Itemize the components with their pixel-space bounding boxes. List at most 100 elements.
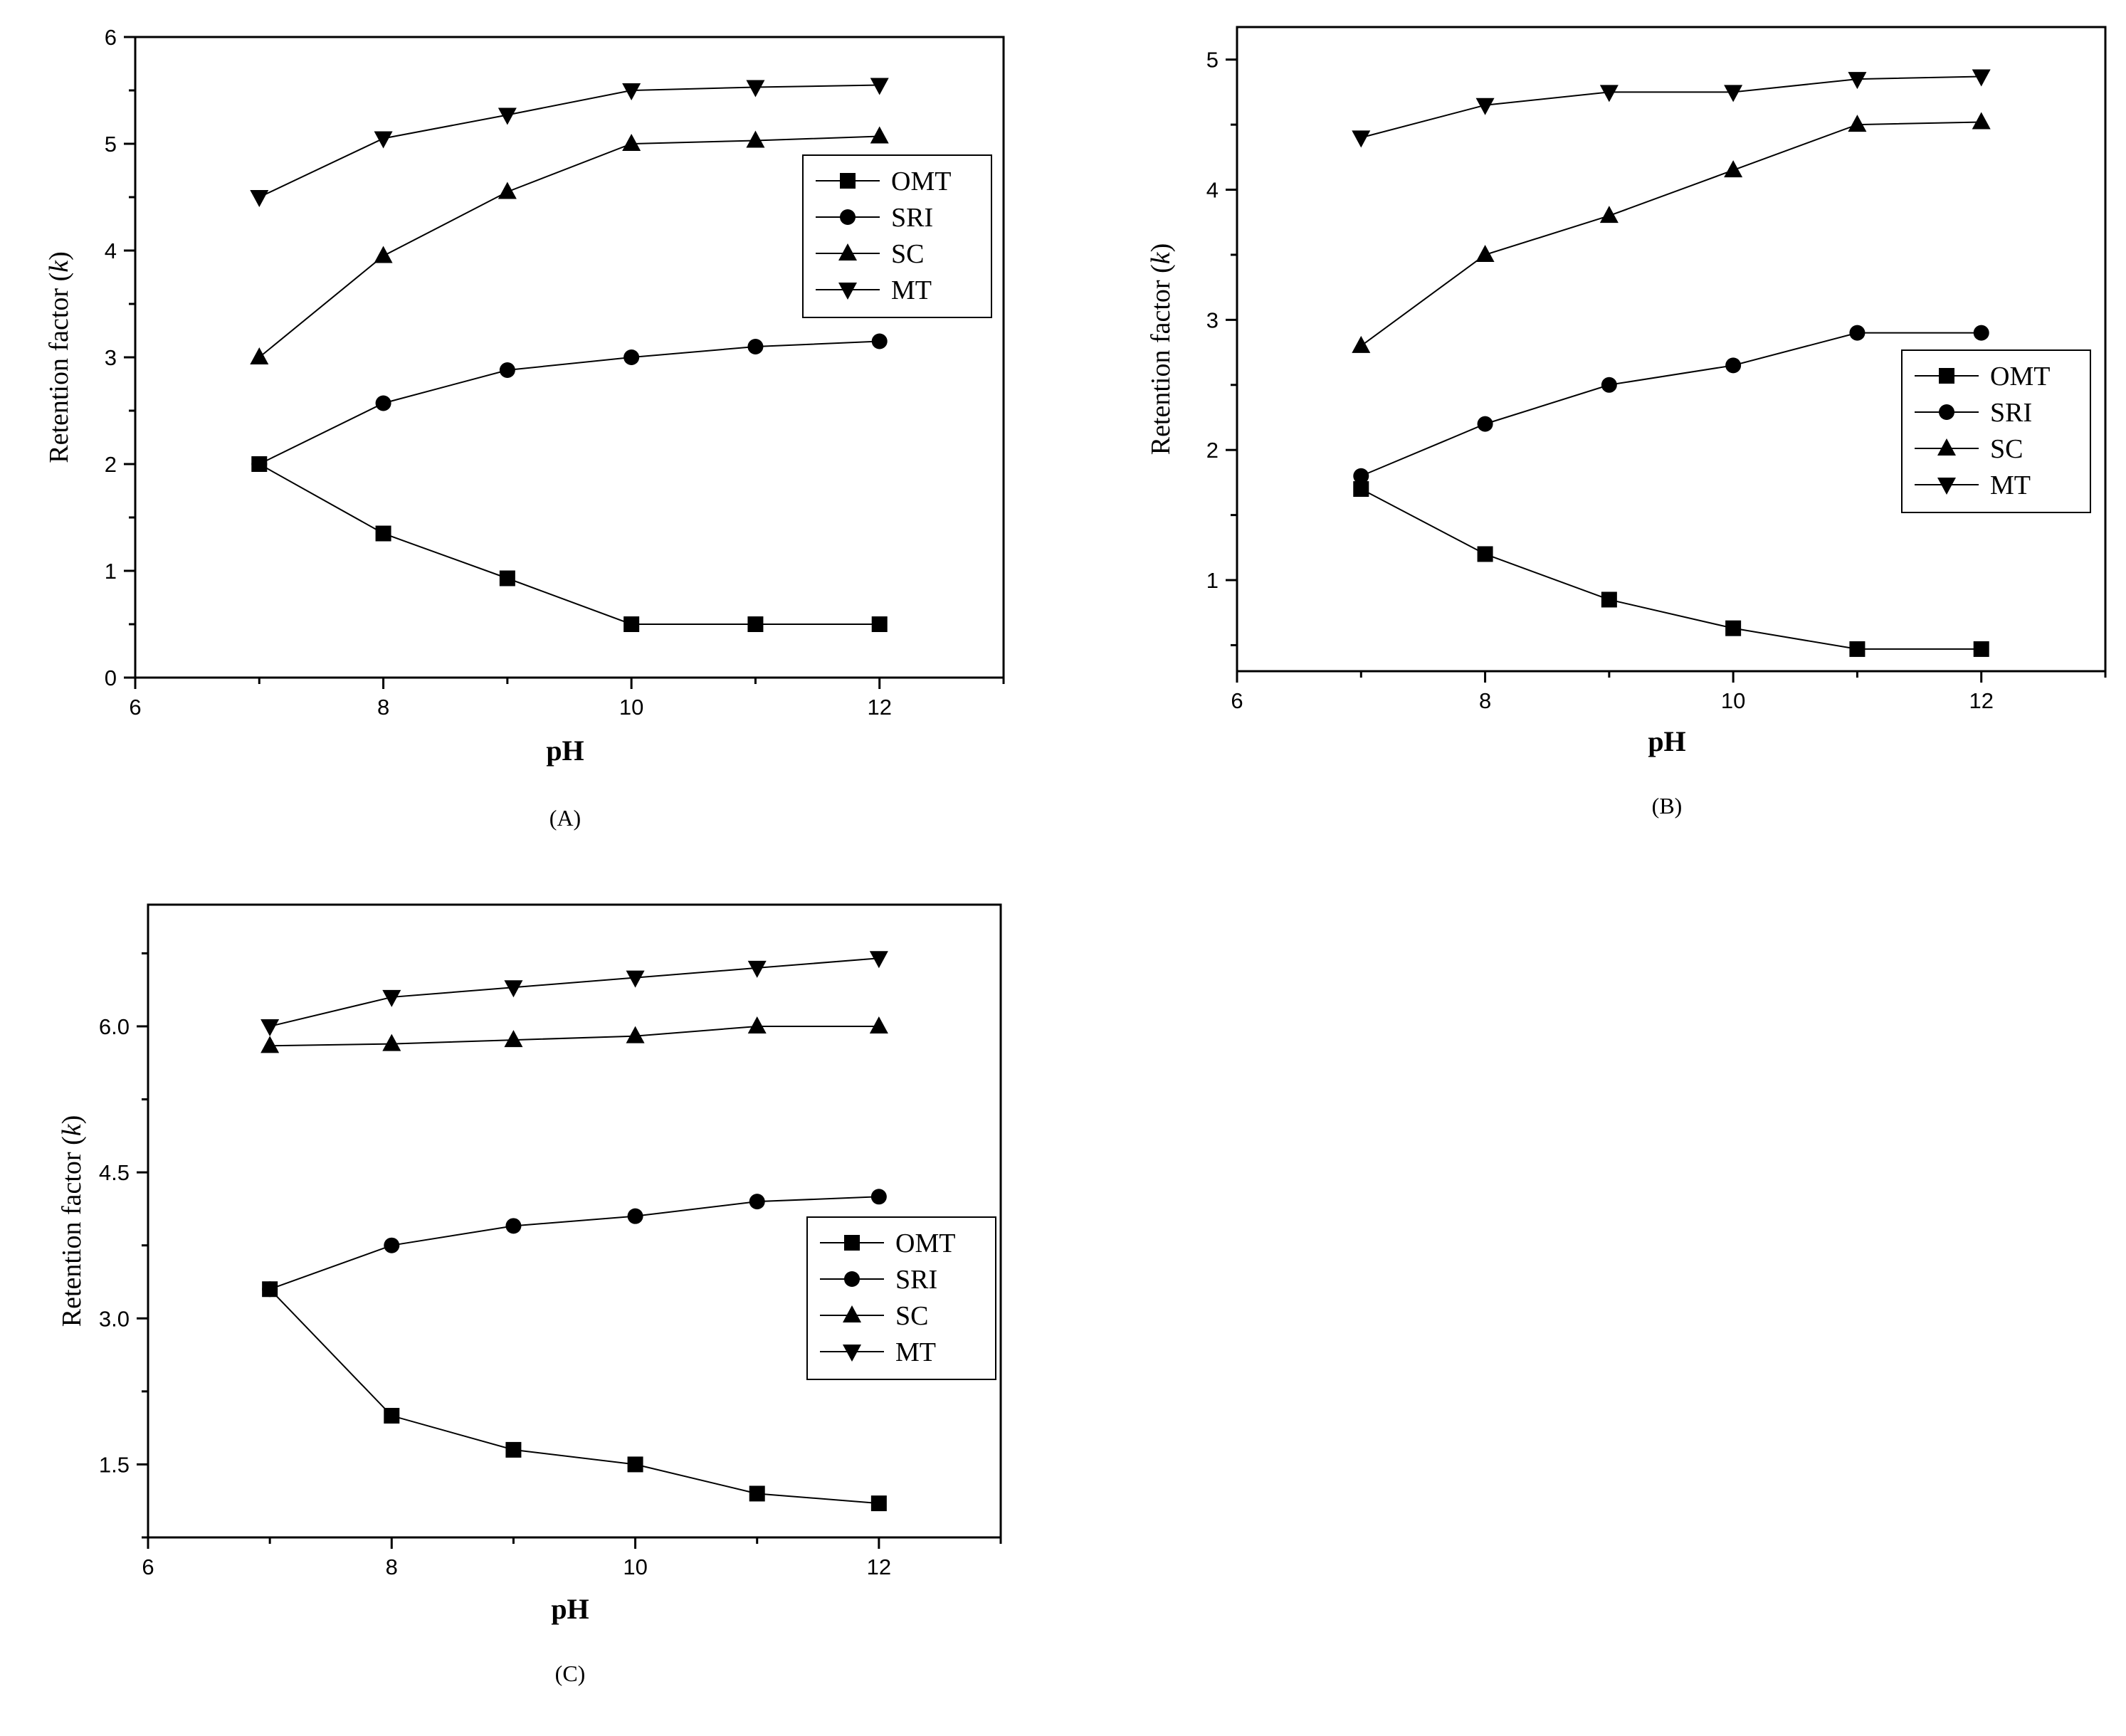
data-point-sc: [504, 1030, 523, 1048]
legend-marker-sri: [840, 209, 856, 225]
series-line-mt: [258, 84, 880, 198]
legend-label-sri: SRI: [895, 1265, 937, 1295]
data-point-sc: [626, 1026, 645, 1043]
y-tick-label: 2: [1206, 438, 1219, 463]
data-point-sc: [1848, 115, 1867, 132]
data-point-omt: [627, 1456, 643, 1473]
legend-label-sri: SRI: [1990, 398, 2032, 428]
data-point-mt: [870, 78, 889, 95]
data-point-mt: [498, 107, 517, 125]
x-tick-label: 10: [1721, 688, 1745, 713]
x-axis-title: pH: [551, 1593, 589, 1625]
legend-marker-sc: [843, 1305, 861, 1322]
data-point-mt: [1848, 72, 1867, 90]
legend-marker-omt: [844, 1235, 860, 1251]
x-tick-label: 10: [623, 1554, 647, 1579]
data-point-sc: [622, 134, 641, 151]
legend-label-omt: OMT: [895, 1229, 955, 1258]
data-point-omt: [1849, 641, 1865, 657]
legend-label-sc: SC: [1990, 434, 2023, 464]
data-point-sri: [1725, 357, 1742, 374]
data-point-omt: [384, 1408, 400, 1424]
data-point-sc: [261, 1036, 280, 1053]
data-point-mt: [1599, 85, 1619, 102]
data-point-sc: [498, 182, 517, 199]
data-point-sc: [747, 1016, 767, 1033]
legend-marker-sri: [1939, 404, 1954, 420]
y-tick-label: 6.0: [99, 1014, 130, 1039]
y-tick-label: 1: [105, 559, 117, 584]
legend-label-mt: MT: [891, 275, 932, 305]
data-point-sri: [623, 349, 640, 365]
data-point-sri: [749, 1194, 765, 1210]
y-axis-title: Retention factor (k): [1146, 243, 1176, 456]
data-point-sri: [1477, 416, 1493, 432]
legend: OMT SRI SC MT: [806, 1216, 996, 1380]
data-point-sc: [746, 130, 765, 148]
data-point-mt: [250, 190, 269, 207]
series-line-omt: [258, 463, 880, 625]
x-axis-title: pH: [546, 735, 584, 767]
data-point-omt: [747, 616, 764, 632]
data-point-sc: [869, 1016, 888, 1033]
legend-label-mt: MT: [1990, 470, 2031, 500]
y-axis-title-text: Retention factor (: [1146, 264, 1176, 455]
data-point-omt: [1477, 546, 1493, 562]
y-tick-label: 3: [105, 345, 117, 370]
data-point-mt: [1972, 69, 1991, 87]
data-point-sc: [1352, 335, 1371, 353]
y-axis-title-close: ): [57, 1115, 87, 1125]
y-tick-label: 4: [105, 238, 117, 263]
data-point-sri: [871, 333, 888, 349]
legend: OMT SRI SC MT: [802, 154, 992, 318]
y-axis-title-variable: k: [44, 260, 74, 273]
data-point-omt: [870, 1495, 887, 1512]
y-tick-label: 1: [1206, 568, 1219, 593]
legend-label-sc: SC: [891, 239, 924, 269]
data-point-mt: [1475, 98, 1495, 115]
y-tick-label: 6: [105, 25, 117, 50]
y-tick-label: 0: [105, 666, 117, 690]
legend-label-omt: OMT: [1990, 362, 2050, 391]
data-point-omt: [1725, 620, 1742, 636]
legend-marker-mt: [838, 283, 857, 300]
legend-label-mt: MT: [895, 1337, 936, 1367]
y-axis-title-close: ): [44, 251, 74, 261]
y-tick-label: 4.5: [99, 1160, 130, 1185]
data-point-omt: [749, 1485, 765, 1502]
data-point-sri: [747, 339, 764, 354]
series-line-sri: [1360, 332, 1982, 477]
plot-frame: [134, 36, 1005, 679]
data-point-sc: [870, 126, 889, 144]
data-point-omt: [1601, 591, 1617, 608]
x-tick-label: 6: [129, 695, 141, 720]
data-point-mt: [374, 131, 393, 149]
x-tick-label: 12: [1969, 688, 1993, 713]
y-tick-label: 2: [105, 452, 117, 477]
y-tick-label: 4: [1206, 178, 1219, 203]
y-axis-title-text: Retention factor (: [44, 273, 74, 463]
legend-marker-mt: [843, 1345, 861, 1362]
data-point-sri: [627, 1208, 643, 1224]
x-tick-label: 6: [1231, 688, 1243, 713]
x-tick-label: 12: [867, 695, 891, 720]
data-point-sc: [374, 246, 393, 263]
legend: OMT SRI SC MT: [1901, 349, 2091, 513]
legend-marker-omt: [1939, 368, 1954, 384]
series-line-mt: [1361, 75, 1982, 139]
series-line-omt: [1360, 488, 1982, 650]
data-point-mt: [1724, 85, 1743, 102]
series-line-sc: [258, 135, 880, 358]
x-axis-title: pH: [1648, 725, 1685, 757]
legend-marker-sri: [844, 1271, 860, 1287]
legend-label-omt: OMT: [891, 167, 951, 196]
y-tick-label: 5: [1206, 48, 1219, 73]
plot-frame: [147, 903, 1002, 1539]
y-axis-title-variable: k: [1146, 251, 1176, 264]
data-point-sc: [1475, 244, 1495, 262]
data-point-mt: [622, 83, 641, 100]
y-axis-title-close: ): [1146, 243, 1176, 253]
x-tick-label: 8: [386, 1554, 398, 1579]
y-axis-title-text: Retention factor (: [57, 1136, 87, 1327]
